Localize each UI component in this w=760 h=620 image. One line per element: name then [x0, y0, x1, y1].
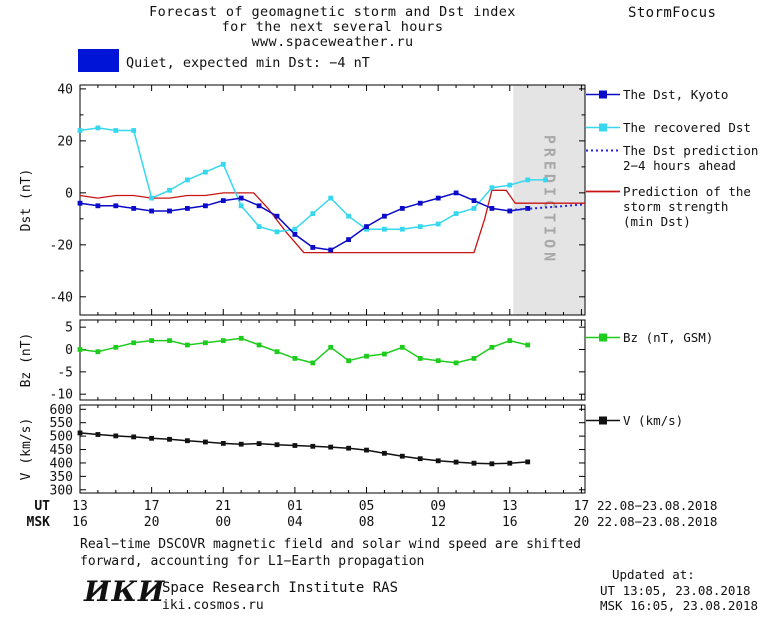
svg-text:500: 500 [50, 430, 73, 445]
svg-text:-5: -5 [57, 365, 73, 380]
brand-stormfocus: StormFocus [628, 5, 717, 21]
svg-text:16: 16 [72, 515, 88, 530]
legend-item-dst-kyoto: The Dst, Kyoto [586, 87, 760, 102]
msk-date-range: 22.08−23.08.2018 [597, 514, 717, 529]
page-title: Forecast of geomagnetic storm and Dst in… [60, 5, 605, 50]
institute-site: iki.cosmos.ru [162, 598, 264, 613]
svg-text:05: 05 [359, 499, 375, 514]
recovered-dst-marker-icon [586, 123, 620, 132]
updated-ut: UT 13:05, 23.08.2018 [600, 583, 751, 598]
legend-label: The Dst prediction 2−4 hours ahead [623, 143, 759, 173]
bz-line [79, 337, 528, 364]
note-line-1: Real−time DSCOVR magnetic field and sola… [80, 537, 581, 552]
svg-text:09: 09 [430, 499, 446, 514]
svg-text:300: 300 [50, 483, 73, 498]
note-line-2: forward, accounting for L1−Earth propaga… [80, 553, 425, 569]
legend-label: The Dst, Kyoto [623, 87, 729, 102]
legend-label: Bz (nT, GSM) [623, 330, 714, 345]
panel-border [79, 404, 586, 494]
svg-text:-40: -40 [50, 290, 73, 305]
legend-item-bz: Bz (nT, GSM) [586, 330, 760, 345]
svg-text:-20: -20 [50, 238, 73, 253]
legend-label: V (km/s) [623, 413, 684, 428]
svg-text:20: 20 [144, 515, 160, 530]
forecast-chart: PREDICTION 40 20 0 -20 -40 Dst (nT) 5 0 -5 -10 Bz (… [19, 82, 717, 530]
updated-at-label: Updated at: [612, 567, 695, 582]
svg-text:21: 21 [215, 499, 231, 514]
legend-item-storm-strength: Prediction of the storm strength (min Ds… [586, 184, 760, 229]
panel-border [79, 319, 586, 401]
svg-text:13: 13 [72, 499, 88, 514]
svg-text:20: 20 [574, 515, 590, 530]
svg-text:17: 17 [144, 499, 160, 514]
ut-date-range: 22.08−23.08.2018 [597, 498, 717, 513]
storm-strength-line [79, 189, 585, 254]
svg-text:600: 600 [50, 403, 73, 418]
msk-row-label: MSK [27, 515, 51, 530]
prediction-band [513, 85, 585, 315]
prediction-band-label: PREDICTION [541, 135, 559, 265]
svg-text:5: 5 [65, 321, 73, 336]
updated-msk: MSK 16:05, 23.08.2018 [600, 598, 759, 613]
svg-text:12: 12 [430, 515, 446, 530]
y-axis-label: V (km/s) [19, 418, 34, 481]
dotted-line-marker-icon [586, 149, 620, 152]
y-axis-label: Bz (nT) [19, 333, 34, 388]
red-line-marker-icon [586, 190, 620, 193]
dst-prediction-line [515, 203, 584, 211]
svg-text:00: 00 [215, 515, 231, 530]
title-line-1: Forecast of geomagnetic storm and Dst in… [149, 4, 516, 20]
legend-label: Prediction of the storm strength (min Ds… [623, 184, 751, 229]
y-axis-label: Dst (nT) [19, 169, 34, 232]
institute-name: Space Research Institute RAS [162, 580, 399, 596]
v-marker-icon [586, 416, 620, 425]
dst-recovered-line [79, 127, 546, 233]
propagation-note: Real−time DSCOVR magnetic field and sola… [80, 537, 581, 570]
svg-text:-10: -10 [50, 388, 73, 403]
dst-kyoto-marker-icon [586, 90, 620, 99]
legend-item-recovered-dst: The recovered Dst [586, 120, 760, 135]
svg-text:550: 550 [50, 416, 73, 431]
svg-text:08: 08 [359, 515, 375, 530]
svg-text:17: 17 [574, 499, 590, 514]
status-text: Quiet, expected min Dst: −4 nT [126, 55, 370, 71]
svg-text:0: 0 [65, 186, 73, 201]
legend-item-dst-prediction: The Dst prediction 2−4 hours ahead [586, 143, 760, 173]
dst-kyoto-line [79, 192, 528, 251]
svg-text:04: 04 [287, 515, 303, 530]
legend-item-v: V (km/s) [586, 413, 760, 428]
ut-row-label: UT [34, 499, 50, 514]
bz-marker-icon [586, 333, 620, 342]
svg-text:400: 400 [50, 456, 73, 471]
site-url: www.spaceweather.ru [251, 34, 414, 50]
v-line [79, 432, 528, 465]
svg-text:0: 0 [65, 343, 73, 358]
svg-text:01: 01 [287, 499, 303, 514]
svg-text:40: 40 [57, 82, 73, 97]
svg-text:13: 13 [502, 499, 518, 514]
title-line-2: for the next several hours [221, 19, 444, 35]
svg-text:450: 450 [50, 443, 73, 458]
iki-logo: ИКИ [84, 575, 166, 608]
legend-label: The recovered Dst [623, 120, 751, 135]
svg-text:16: 16 [502, 515, 518, 530]
svg-text:20: 20 [57, 134, 73, 149]
svg-text:350: 350 [50, 470, 73, 485]
quiet-level-swatch [78, 49, 119, 72]
panel-border [79, 84, 586, 316]
